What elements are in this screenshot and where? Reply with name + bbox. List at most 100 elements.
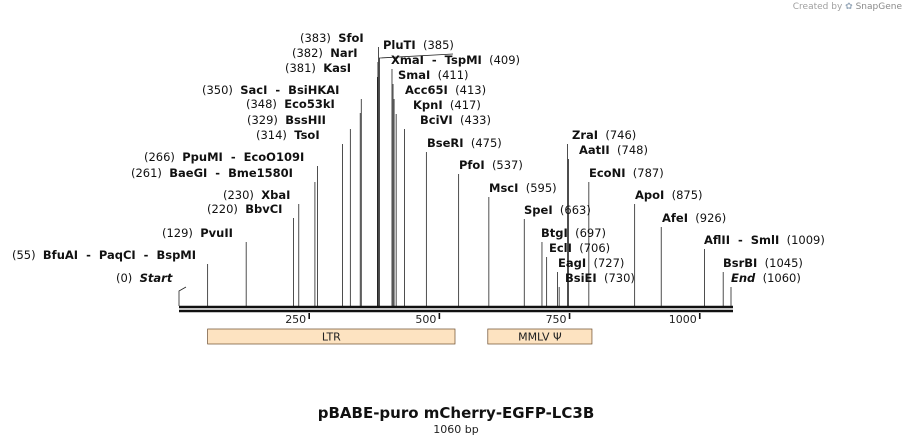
cut-site-label: (382) NarI [292,46,358,60]
feature-label: LTR [322,331,341,344]
cut-site-enzyme: EagI [558,256,586,270]
feature-label: MMLV Ψ [518,331,562,344]
cut-site-position: (1009) [787,233,825,247]
cut-site-label: (261) BaeGI - Bme1580I [131,166,293,180]
cut-site-label: AatII (748) [579,143,648,157]
ruler-tick-label: 250 [285,313,306,326]
cut-site-labels: (0) Start (55) BfuAI - PaqCI - BspMI (129)… [12,31,825,285]
cut-site-position: (475) [471,136,502,150]
cut-site-label: EclI (706) [549,241,610,255]
snapgene-credit: Created by ✿ SnapGene [793,2,902,12]
cut-site-enzyme: AflII - SmlI [704,233,779,247]
cut-site-position: (746) [605,128,636,142]
cut-site-position: (1045) [765,256,803,270]
sequence-backbone [179,305,733,313]
cut-site-line [178,286,187,306]
cut-site-position: (220) [207,202,238,216]
cut-site-position: (1060) [763,271,801,285]
cut-site-label: ApoI (875) [635,188,703,202]
cut-site-enzyme: KpnI [413,98,443,112]
cut-site-enzyme: SpeI [524,203,553,217]
cut-site-enzyme: EclI [549,241,572,255]
cut-site-position: (433) [460,113,491,127]
cut-site-label: AflII - SmlI (1009) [704,233,825,247]
cut-site-enzyme: MscI [489,181,518,195]
ruler-tick-label: 1000 [669,313,697,326]
cut-site-enzyme: BssHII [285,113,326,127]
cut-site-label: BsiEI (730) [565,271,635,285]
cut-site-enzyme: BsrBI [723,256,757,270]
feature-track: LTR MMLV Ψ [207,328,593,345]
cut-site-enzyme: BaeGI - Bme1580I [169,166,293,180]
cut-site-label: Acc65I (413) [405,83,486,97]
cut-site-position: (595) [526,181,557,195]
cut-site-label: ZraI (746) [572,128,636,142]
cut-site-enzyme: ZraI [572,128,598,142]
cut-site-label: (220) BbvCI [207,202,282,216]
cut-site-position: (382) [292,46,323,60]
cut-site-enzyme: KasI [323,61,351,75]
cut-site-enzyme: SfoI [338,31,363,45]
cut-site-label: PluTI (385) [383,38,454,52]
cut-site-label: EcoNI (787) [589,166,664,180]
cut-site-enzyme: BciVI [420,113,453,127]
cut-site-position: (706) [579,241,610,255]
cut-site-label: BciVI (433) [420,113,491,127]
cut-site-enzyme: BfuAI - PaqCI - BspMI [43,248,196,262]
cut-site-label: MscI (595) [489,181,557,195]
cut-site-position: (383) [300,31,331,45]
cut-site-position: (537) [492,158,523,172]
cut-site-label: (381) KasI [285,61,351,75]
cut-site-position: (730) [604,271,635,285]
cut-site-enzyme: ApoI [635,188,664,202]
cut-site-position: (348) [246,97,277,111]
cut-site-enzyme: XmaI - TspMI [391,53,482,67]
cut-site-position: (329) [247,113,278,127]
cut-site-label: SpeI (663) [524,203,591,217]
cut-site-position: (413) [455,83,486,97]
cut-site-enzyme: Eco53kI [284,97,335,111]
cut-site-label: End (1060) [731,271,801,285]
cut-site-enzyme: Acc65I [405,83,448,97]
cut-site-label: (0) Start [116,271,173,285]
feature-box [487,328,593,345]
cut-site-enzyme: AatII [579,143,610,157]
cut-site-position: (411) [438,68,469,82]
cut-site-label: (129) PvuII [162,226,233,240]
cut-site-position: (663) [560,203,591,217]
linear-sequence-map: (0) Start (55) BfuAI - PaqCI - BspMI (129)… [12,31,825,345]
cut-site-label: PfoI (537) [459,158,523,172]
cut-site-enzyme: SacI - BsiHKAI [240,83,339,97]
ruler-ticks: 250 500 750 1000 [285,313,701,326]
credit-prefix: Created by [792,2,843,12]
cut-site-label: XmaI - TspMI (409) [391,53,520,67]
ruler-tick-label: 750 [546,313,567,326]
cut-site-position: (417) [450,98,481,112]
cut-site-enzyme: NarI [330,46,357,60]
cut-site-label: (383) SfoI [300,31,364,45]
cut-site-line [379,53,454,306]
cut-site-position: (261) [131,166,162,180]
cut-site-position: (55) [12,248,36,262]
cut-site-label: SmaI (411) [398,68,469,82]
snapgene-logo-icon: ✿ [845,2,853,12]
cut-site-enzyme: BtgI [541,226,568,240]
cut-site-position: (314) [256,128,287,142]
cut-site-position: (385) [423,38,454,52]
cut-site-enzyme: TsoI [294,128,319,142]
cut-site-enzyme: XbaI [261,188,290,202]
map-length: 1060 bp [433,423,479,436]
cut-site-lines [178,47,732,306]
cut-site-enzyme: EcoNI [589,166,625,180]
cut-site-label: (266) PpuMI - EcoO109I [144,150,304,164]
cut-site-enzyme: BsiEI [565,271,597,285]
cut-site-label: (348) Eco53kI [246,97,335,111]
cut-site-position: (787) [633,166,664,180]
cut-site-position: (748) [617,143,648,157]
cut-site-position: (409) [489,53,520,67]
cut-site-position: (350) [202,83,233,97]
cut-site-enzyme: PfoI [459,158,485,172]
cut-site-enzyme: SmaI [398,68,430,82]
cut-site-enzyme: BseRI [427,136,464,150]
cut-site-label: (55) BfuAI - PaqCI - BspMI [12,248,196,262]
